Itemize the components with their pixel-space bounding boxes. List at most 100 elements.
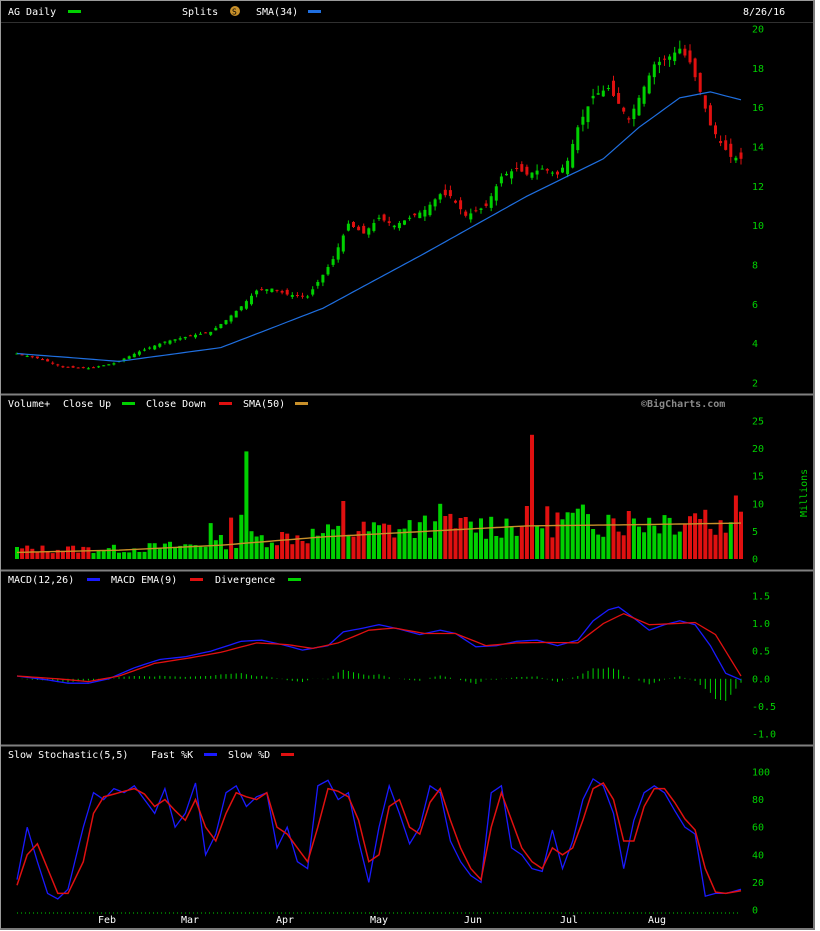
candle: [561, 167, 564, 173]
volume-bar: [463, 517, 468, 559]
candle: [336, 247, 340, 260]
candle: [132, 353, 136, 358]
volume-sma-label: SMA(50): [243, 399, 285, 410]
volume-bar: [213, 540, 218, 559]
candle: [596, 93, 600, 95]
volume-title: Volume+: [8, 399, 50, 410]
volume-bar: [264, 547, 269, 559]
candle: [438, 194, 442, 200]
candle: [433, 199, 437, 207]
candle: [576, 127, 580, 151]
volume-bar: [208, 523, 213, 559]
macd-axis-tick: 1.5: [752, 592, 770, 603]
candle: [86, 368, 90, 370]
candle: [275, 289, 279, 291]
sma34-legend-swatch: [308, 10, 321, 13]
candle: [362, 225, 366, 234]
candle: [387, 221, 391, 223]
volume-bar: [397, 529, 402, 559]
volume-bar: [545, 506, 550, 559]
volume-bar: [290, 544, 295, 559]
candle: [204, 332, 208, 334]
volume-bar: [733, 495, 738, 559]
price-axis-tick: 10: [752, 221, 764, 232]
volume-axis-tick: 0: [752, 555, 758, 566]
fast-k-label: Fast %K: [151, 750, 193, 761]
volume-bar: [524, 506, 529, 559]
candle: [61, 366, 65, 368]
price-axis-tick: 12: [752, 182, 764, 193]
volume-bar: [387, 524, 392, 559]
candle: [372, 223, 376, 231]
candle: [678, 48, 682, 54]
candle: [719, 141, 723, 144]
price-axis-tick: 18: [752, 64, 764, 75]
volume-bar: [606, 514, 611, 559]
volume-bar: [280, 532, 285, 559]
candle: [102, 365, 106, 367]
candle: [652, 64, 656, 78]
volume-bar: [555, 512, 560, 559]
volume-bar: [473, 532, 478, 559]
volume-bar: [433, 521, 438, 559]
candle: [341, 235, 345, 252]
volume-bar: [570, 512, 575, 559]
candle: [729, 143, 733, 157]
volume-bar: [60, 550, 65, 559]
volume-bar: [300, 541, 305, 559]
candle: [703, 95, 707, 109]
volume-bar: [361, 521, 366, 559]
volume-up-label: Close Up: [63, 399, 111, 410]
candle: [295, 295, 299, 296]
candle: [673, 52, 677, 62]
volume-bar: [305, 543, 310, 559]
candle: [265, 289, 269, 291]
volume-bar: [728, 522, 733, 559]
volume-bar: [626, 511, 631, 559]
volume-bar: [489, 516, 494, 559]
macd-axis-tick: 1.0: [752, 619, 770, 630]
candle: [392, 225, 396, 228]
candle: [178, 338, 182, 340]
candle: [515, 168, 519, 169]
candle: [46, 359, 50, 362]
volume-bar: [310, 528, 315, 559]
splits-icon: [230, 6, 240, 16]
price-axis-tick: 6: [752, 300, 758, 311]
candle: [153, 345, 157, 350]
divergence-bars: [21, 667, 742, 701]
candle: [199, 333, 202, 335]
volume-bar: [708, 528, 713, 559]
volume-bar: [122, 552, 127, 559]
fast-k-swatch: [204, 753, 217, 756]
volume-bar: [198, 545, 203, 559]
volume-axis-unit: Millions: [799, 469, 810, 517]
chart-date: 8/26/16: [743, 7, 785, 18]
candle: [571, 144, 575, 168]
candle: [158, 343, 162, 347]
volume-bar: [596, 534, 601, 559]
volume-bar: [168, 541, 172, 559]
candle: [183, 337, 187, 339]
macd-axis-tick: 0.5: [752, 647, 770, 658]
candle: [408, 217, 412, 219]
volume-bar: [50, 553, 55, 559]
candle: [632, 108, 636, 119]
volume-bar: [688, 516, 692, 559]
candle: [25, 355, 29, 357]
slow-d-label: Slow %D: [228, 750, 270, 761]
volume-bar: [341, 501, 346, 559]
volume-bar: [382, 523, 387, 559]
candle: [612, 80, 615, 96]
volume-bar: [412, 538, 417, 559]
candles: [15, 40, 743, 370]
candle: [413, 213, 417, 216]
volume-bar: [45, 551, 50, 559]
volume-bar: [142, 551, 147, 559]
month-label: Apr: [276, 915, 294, 926]
month-label: Aug: [648, 915, 666, 926]
candle: [464, 211, 468, 216]
candle: [285, 289, 289, 295]
